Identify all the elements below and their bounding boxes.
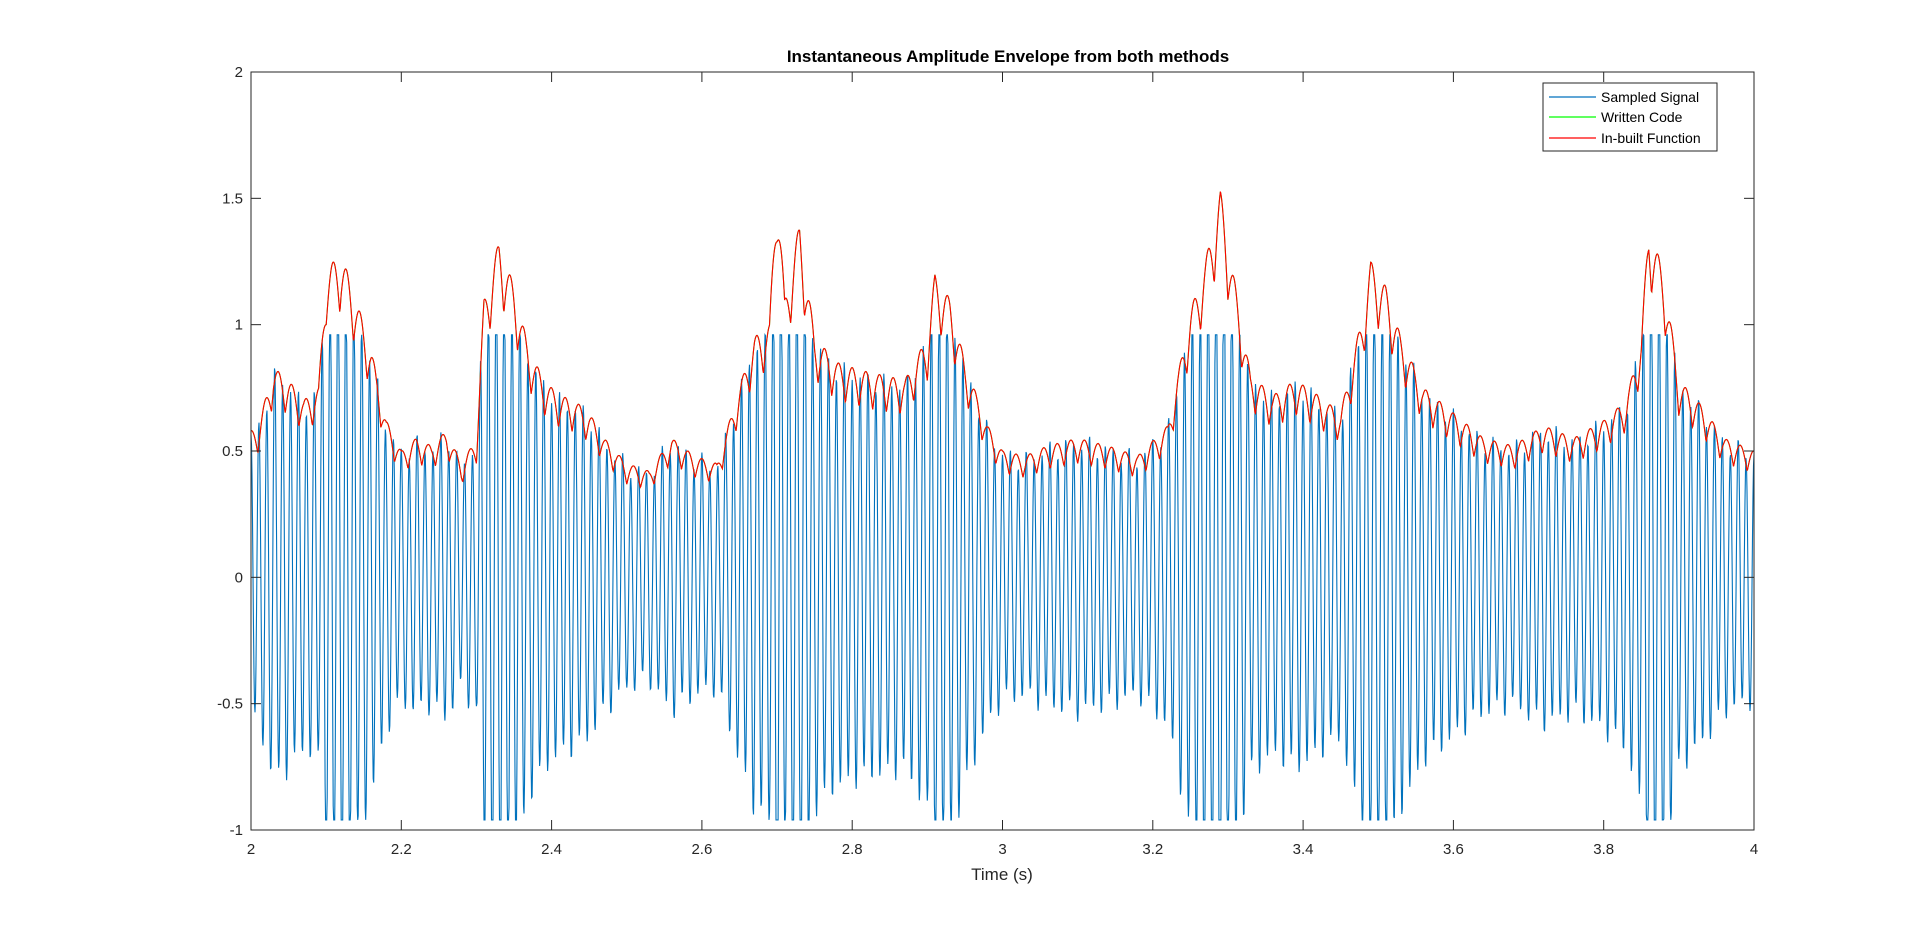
chart-title: Instantaneous Amplitude Envelope from bo… (787, 47, 1229, 66)
x-tick-label: 2.2 (391, 841, 412, 858)
x-tick-label: 2 (247, 841, 255, 858)
x-tick-label: 3.8 (1593, 841, 1614, 858)
y-tick-label: -1 (230, 822, 243, 839)
x-tick-label: 3.6 (1443, 841, 1464, 858)
legend-label-sampled-signal: Sampled Signal (1601, 89, 1699, 105)
y-tick-label: 1 (235, 317, 243, 334)
signal-layer (250, 332, 1755, 821)
x-tick-label: 2.6 (691, 841, 712, 858)
x-tick-label: 3.4 (1293, 841, 1314, 858)
x-tick-label: 2.8 (842, 841, 863, 858)
y-tick-label: 1.5 (222, 190, 243, 207)
envelope-layer (250, 191, 1755, 489)
y-tick-label: 0.5 (222, 443, 243, 460)
legend-label-written-code: Written Code (1601, 109, 1683, 125)
x-axis-label: Time (s) (971, 865, 1033, 884)
axis-ticks: 2 2.2 2.4 2.6 2.8 3 3.2 3.4 3.6 3.8 4 -1 -0.5 0 0.5 1 1.… (217, 64, 1758, 858)
y-tick-label: 0 (235, 569, 243, 586)
x-tick-label: 3.2 (1142, 841, 1163, 858)
x-tick-label: 3 (998, 841, 1006, 858)
legend-label-in-built-function: In-built Function (1601, 130, 1701, 146)
series-line-sampled-signal (250, 332, 1755, 821)
y-tick-label: -0.5 (217, 696, 243, 713)
series-line-in-built-function (250, 191, 1755, 489)
y-tick-label: 2 (235, 64, 243, 81)
x-tick-label: 2.4 (541, 841, 562, 858)
x-tick-label: 4 (1750, 841, 1758, 858)
legend[interactable]: Sampled Signal Written Code In-built Fun… (1542, 82, 1718, 152)
